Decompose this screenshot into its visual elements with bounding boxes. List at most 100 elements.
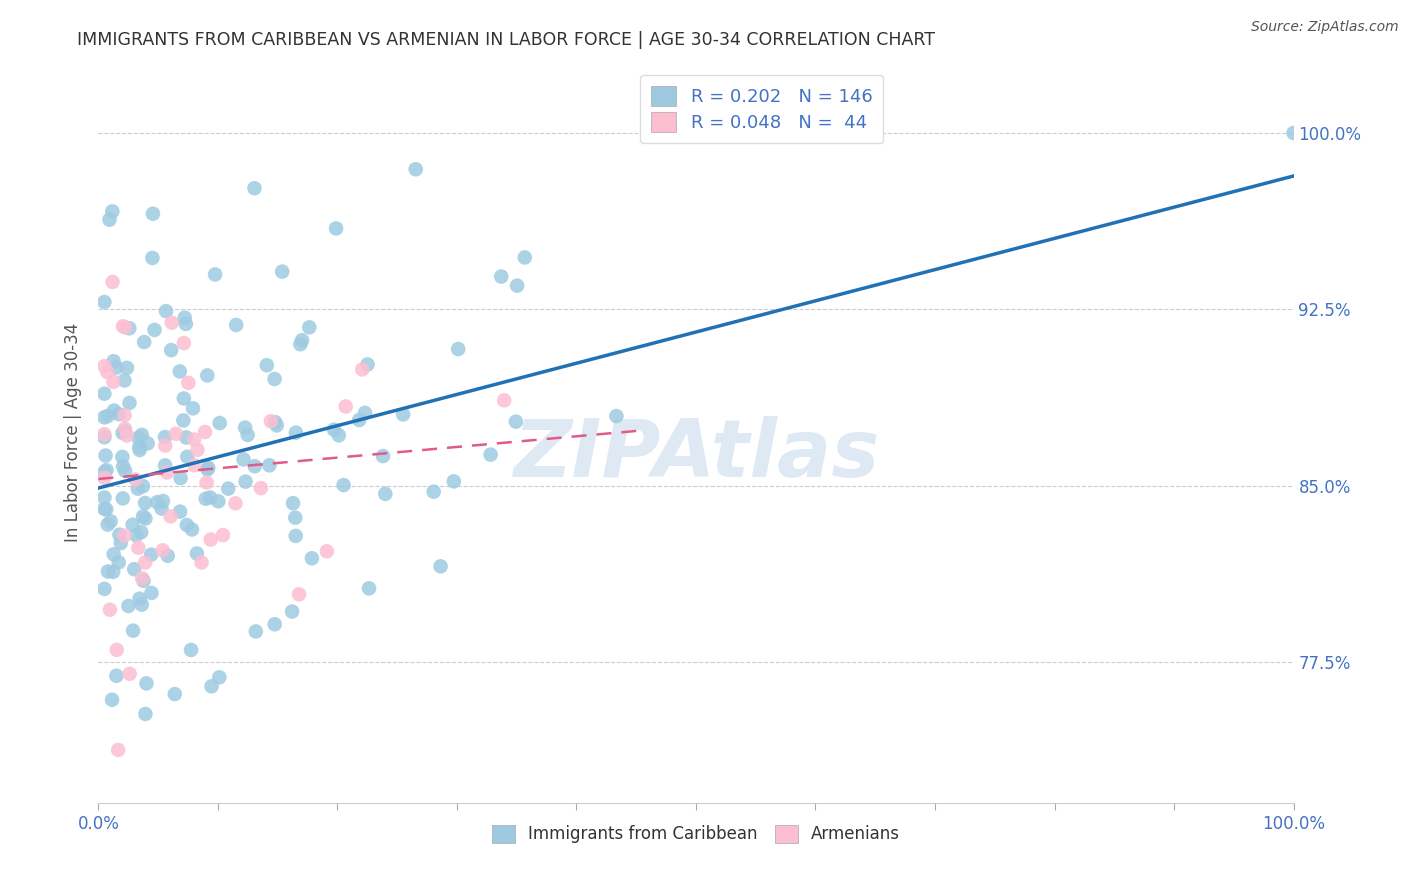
Point bbox=[134, 706, 156, 721]
Point bbox=[243, 181, 266, 195]
Point bbox=[352, 362, 374, 376]
Point bbox=[176, 518, 198, 533]
Point bbox=[122, 562, 145, 576]
Point bbox=[371, 449, 394, 463]
Point bbox=[93, 430, 115, 444]
Point bbox=[93, 465, 115, 479]
Point bbox=[156, 549, 179, 563]
Point bbox=[118, 321, 141, 335]
Point bbox=[103, 403, 125, 417]
Point bbox=[505, 415, 527, 429]
Point bbox=[513, 251, 536, 265]
Point bbox=[354, 406, 377, 420]
Point bbox=[152, 494, 174, 508]
Point bbox=[132, 509, 155, 524]
Point bbox=[605, 409, 627, 423]
Point bbox=[169, 471, 191, 485]
Point bbox=[105, 360, 128, 375]
Point bbox=[111, 450, 134, 464]
Point bbox=[141, 251, 163, 265]
Point bbox=[93, 471, 115, 485]
Point bbox=[93, 427, 115, 442]
Point bbox=[200, 491, 222, 505]
Point bbox=[101, 204, 124, 219]
Point bbox=[165, 426, 187, 441]
Point bbox=[141, 586, 163, 600]
Point bbox=[112, 529, 135, 543]
Point bbox=[100, 514, 122, 528]
Point bbox=[96, 463, 118, 477]
Point bbox=[243, 459, 266, 474]
Point bbox=[98, 603, 121, 617]
Point bbox=[159, 509, 181, 524]
Point bbox=[105, 669, 128, 683]
Point bbox=[194, 491, 217, 506]
Point bbox=[108, 527, 131, 541]
Point bbox=[392, 408, 415, 422]
Point bbox=[93, 295, 115, 310]
Point bbox=[225, 496, 247, 510]
Point bbox=[332, 478, 354, 492]
Point bbox=[256, 358, 278, 372]
Point bbox=[177, 376, 200, 390]
Point bbox=[173, 392, 195, 406]
Point bbox=[323, 423, 346, 437]
Point bbox=[506, 278, 529, 293]
Point bbox=[107, 743, 129, 757]
Point bbox=[347, 413, 370, 427]
Point bbox=[284, 529, 307, 543]
Point bbox=[204, 268, 226, 282]
Point bbox=[263, 617, 285, 632]
Point bbox=[134, 496, 156, 510]
Point bbox=[128, 591, 150, 606]
Point bbox=[160, 343, 183, 358]
Point bbox=[115, 360, 138, 375]
Point bbox=[290, 337, 312, 351]
Point bbox=[131, 598, 153, 612]
Point bbox=[1282, 126, 1305, 140]
Point bbox=[183, 433, 205, 447]
Point bbox=[152, 543, 174, 558]
Point bbox=[125, 528, 148, 542]
Point bbox=[153, 438, 176, 452]
Point bbox=[163, 687, 186, 701]
Point bbox=[169, 364, 191, 378]
Point bbox=[173, 336, 195, 351]
Point bbox=[160, 316, 183, 330]
Point bbox=[225, 318, 247, 332]
Point bbox=[153, 430, 176, 444]
Point bbox=[260, 414, 283, 428]
Point bbox=[127, 431, 149, 445]
Point bbox=[146, 495, 169, 509]
Point bbox=[131, 571, 153, 585]
Point bbox=[429, 559, 451, 574]
Point bbox=[93, 359, 115, 374]
Point bbox=[174, 317, 197, 331]
Point bbox=[181, 401, 204, 416]
Point bbox=[208, 670, 231, 684]
Point bbox=[114, 408, 136, 422]
Point bbox=[114, 464, 136, 478]
Point bbox=[115, 428, 138, 442]
Point bbox=[128, 442, 150, 457]
Point bbox=[200, 679, 222, 693]
Point bbox=[114, 422, 136, 436]
Point bbox=[356, 358, 378, 372]
Point bbox=[103, 375, 125, 389]
Point bbox=[127, 541, 149, 555]
Point bbox=[217, 482, 239, 496]
Point bbox=[136, 436, 159, 450]
Point bbox=[186, 546, 208, 560]
Point bbox=[131, 427, 153, 442]
Point bbox=[93, 491, 115, 505]
Point bbox=[128, 440, 150, 454]
Point bbox=[129, 525, 152, 540]
Point bbox=[118, 396, 141, 410]
Point bbox=[97, 517, 120, 532]
Point bbox=[197, 461, 219, 475]
Point bbox=[173, 310, 195, 325]
Point bbox=[284, 425, 307, 440]
Point bbox=[103, 547, 125, 561]
Point bbox=[298, 320, 321, 334]
Point bbox=[197, 462, 219, 476]
